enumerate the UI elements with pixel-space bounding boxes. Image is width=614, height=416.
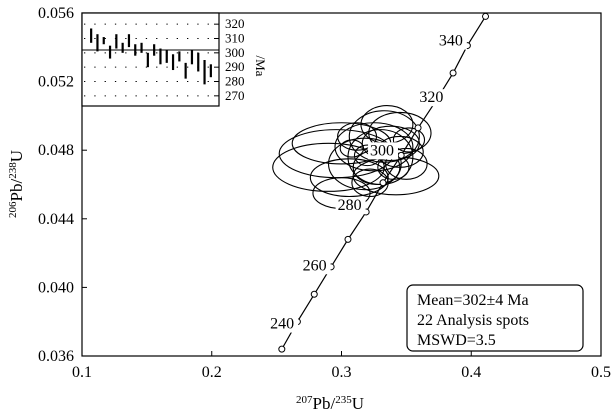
age-label-background [335, 197, 366, 215]
x-tick-label: 0.1 [72, 364, 92, 381]
concordia-age-label: 340 [439, 33, 463, 50]
inset-age-bars [90, 28, 212, 85]
y-axis-label: 206Pb/238U [7, 150, 26, 218]
concordia-age-marker [414, 124, 422, 132]
concordia-age-label: 320 [419, 89, 443, 106]
concordia-age-marker [278, 345, 286, 353]
concordia-age-label: 260 [303, 257, 327, 274]
age-label-background [368, 142, 399, 160]
inset-tick-label: 320 [225, 16, 245, 31]
inset-tick-label: 310 [225, 31, 245, 46]
summary-mswd: MSWD=3.5 [417, 332, 496, 349]
summary-spots: 22 Analysis spots [417, 312, 529, 329]
error-ellipse [385, 147, 428, 180]
summary-box: Mean=302±4 Ma 22 Analysis spots MSWD=3.5 [406, 284, 584, 352]
concordia-age-label: 300 [370, 142, 394, 159]
error-ellipse [334, 122, 414, 172]
analysis-ellipses [272, 105, 440, 210]
y-tick-label: 0.052 [38, 74, 74, 91]
age-label-background [300, 257, 331, 275]
age-label-background [417, 89, 448, 107]
concordia-age-marker [397, 151, 405, 159]
y-tick-label: 0.056 [38, 5, 74, 22]
x-tick-label: 0.2 [202, 364, 222, 381]
x-tick-label: 0.4 [461, 364, 481, 381]
inset-tick-label: 280 [225, 74, 245, 89]
concordia-age-marker [449, 69, 457, 77]
error-ellipse [339, 139, 365, 158]
y-tick-label: 0.036 [38, 348, 74, 365]
error-ellipse [351, 168, 389, 198]
inset-tick-label: 270 [225, 88, 245, 103]
x-axis-label: 207Pb/235U [296, 394, 364, 413]
concordia-age-label: 280 [338, 197, 362, 214]
concordia-age-marker [344, 235, 352, 243]
concordia-age-label: 240 [270, 316, 294, 333]
concordia-age-marker [482, 12, 490, 20]
concordia-age-marker [379, 179, 387, 187]
inset-tick-label: 300 [225, 45, 245, 60]
summary-mean: Mean=302±4 Ma [417, 292, 529, 309]
x-tick-label: 0.3 [332, 364, 352, 381]
concordia-curve: 240 260 280 300 320 340 [268, 12, 490, 353]
age-label-background [436, 32, 467, 50]
inset-tick-label: 290 [225, 59, 245, 74]
x-axis-ticks: 0.1 0.2 0.3 0.4 0.5 [72, 351, 611, 381]
y-axis-ticks: 0.036 0.040 0.044 0.048 0.052 0.056 [38, 5, 87, 365]
y-tick-label: 0.044 [38, 211, 74, 228]
error-ellipse [309, 158, 389, 198]
summary-box-frame [406, 284, 584, 352]
error-ellipse [392, 127, 426, 153]
error-ellipse [348, 110, 420, 163]
error-ellipse [361, 125, 420, 162]
inset-unit-label: /Ma [253, 56, 268, 77]
y-tick-label: 0.048 [38, 142, 74, 159]
y-tick-label: 0.040 [38, 279, 74, 296]
error-ellipse [337, 122, 378, 151]
error-ellipse [272, 142, 385, 192]
concordia-age-marker [310, 290, 318, 298]
inset-frame [81, 12, 220, 107]
x-tick-label: 0.5 [591, 364, 611, 381]
age-label-background [268, 315, 299, 333]
